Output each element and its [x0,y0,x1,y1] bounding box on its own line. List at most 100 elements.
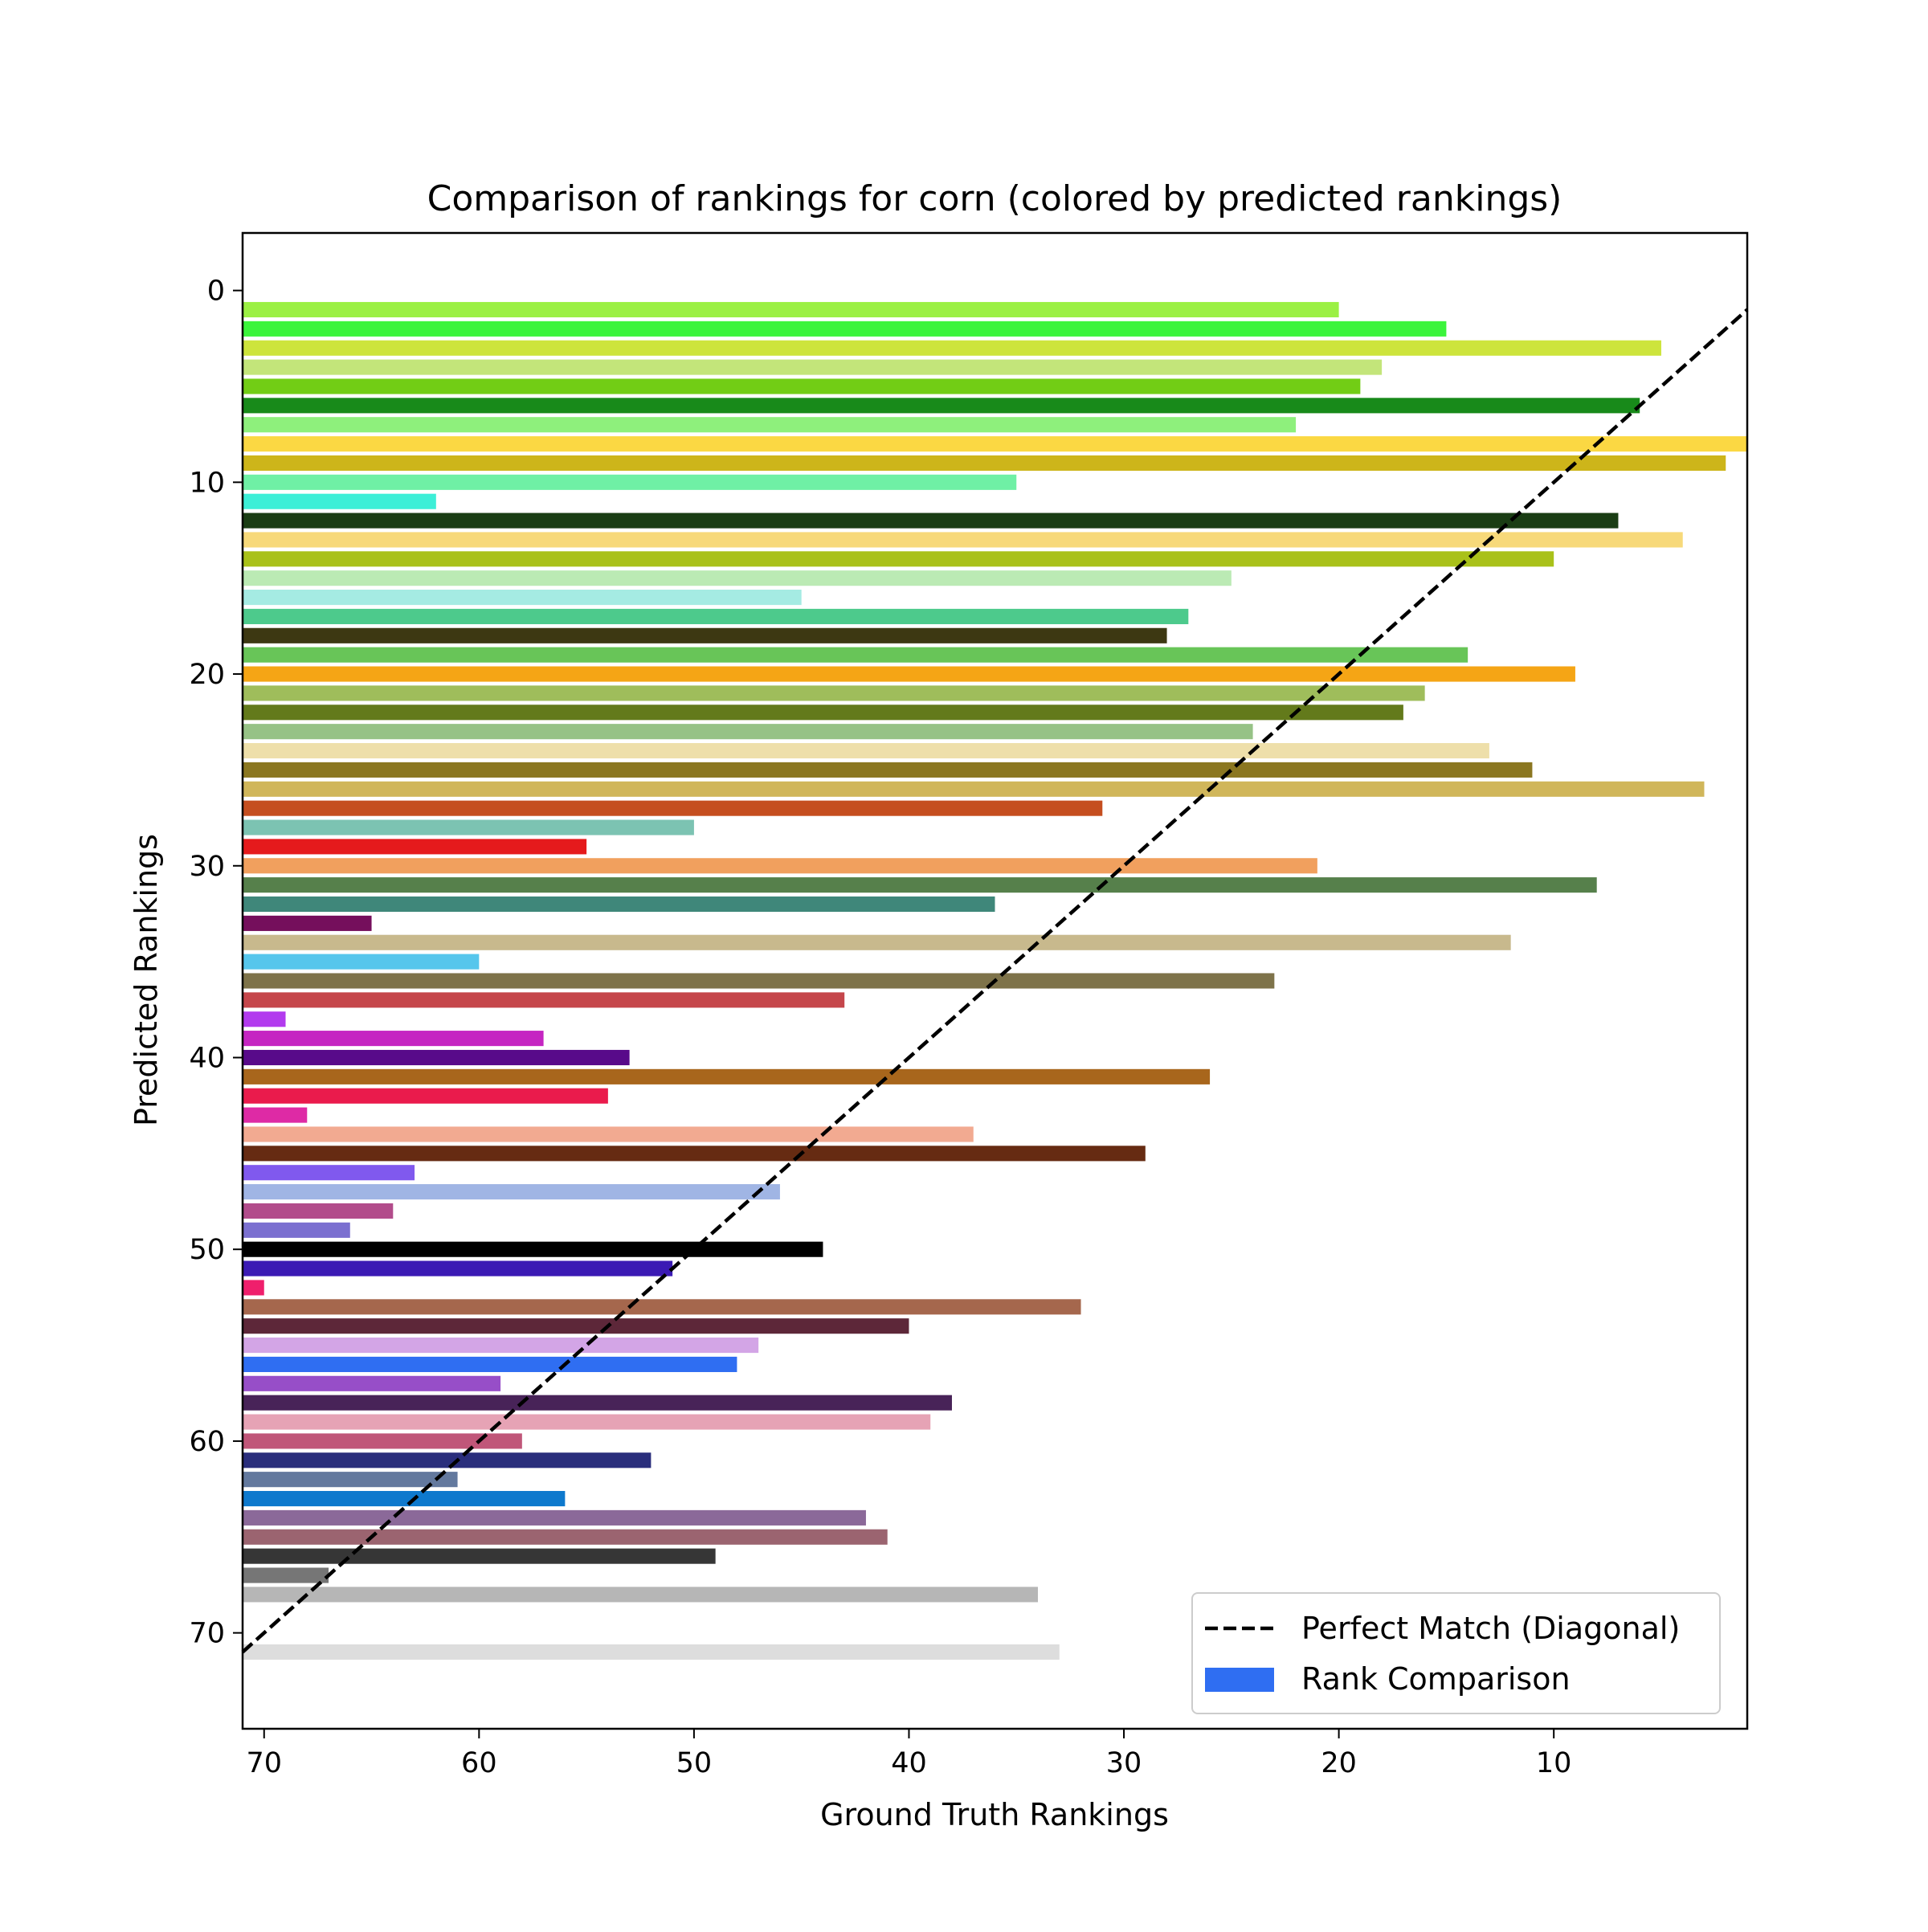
bar-predicted-21 [243,685,1425,701]
bar-predicted-67 [243,1567,329,1583]
perfect-match-diagonal [241,308,1749,1654]
bar-predicted-12 [243,513,1619,529]
bar-predicted-35 [243,954,480,970]
bar-predicted-61 [243,1452,652,1468]
bar-predicted-50 [243,1241,823,1257]
bar-predicted-54 [243,1318,909,1334]
x-tick-label: 20 [1321,1747,1357,1779]
bar-predicted-33 [243,915,372,931]
bar-predicted-27 [243,800,1103,816]
bar-predicted-32 [243,896,995,913]
x-axis-ticks: 70 60 50 40 30 20 10 [246,1729,1571,1779]
bar-predicted-31 [243,877,1597,893]
bar-predicted-18 [243,627,1167,643]
y-axis-ticks: 0 10 20 30 40 50 60 70 [189,276,243,1650]
x-tick-label: 60 [461,1747,497,1779]
bar-predicted-53 [243,1299,1081,1315]
bar-predicted-51 [243,1260,673,1276]
bar-predicted-49 [243,1222,350,1238]
bar-predicted-59 [243,1414,931,1430]
bar-predicted-8 [243,436,1747,452]
x-tick-label: 70 [246,1747,282,1779]
y-tick-label: 20 [189,659,225,691]
bar-predicted-71 [243,1644,1060,1660]
bars-layer [243,301,1747,1660]
y-axis-label: Predicted Rankings [129,834,164,1126]
bar-predicted-43 [243,1107,308,1123]
x-tick-label: 40 [891,1747,927,1779]
bar-predicted-25 [243,762,1533,778]
bar-predicted-1 [243,301,1339,318]
bar-predicted-52 [243,1280,264,1296]
bar-predicted-57 [243,1375,501,1391]
bar-predicted-64 [243,1509,866,1526]
y-tick-label: 50 [189,1234,225,1266]
bar-predicted-3 [243,340,1661,356]
bar-predicted-4 [243,359,1383,375]
bar-predicted-24 [243,742,1489,759]
bar-predicted-28 [243,819,694,835]
bar-predicted-22 [243,705,1403,721]
bar-predicted-19 [243,647,1468,663]
bar-predicted-5 [243,378,1361,394]
bar-predicted-2 [243,321,1447,337]
bar-predicted-56 [243,1356,737,1372]
y-tick-label: 30 [189,851,225,883]
bar-predicted-60 [243,1433,522,1449]
bar-predicted-41 [243,1068,1211,1084]
legend-label-rank-comparison: Rank Comparison [1301,1661,1571,1697]
bar-predicted-42 [243,1088,608,1104]
x-tick-label: 30 [1106,1747,1142,1779]
bar-predicted-29 [243,839,587,855]
bar-predicted-10 [243,474,1017,490]
chart-title: Comparison of rankings for corn (colored… [427,178,1562,219]
legend-label-perfect-match: Perfect Match (Diagonal) [1301,1611,1680,1646]
bar-predicted-68 [243,1587,1039,1603]
bar-predicted-26 [243,781,1705,797]
legend: Perfect Match (Diagonal) Rank Comparison [1191,1592,1721,1714]
bar-predicted-62 [243,1472,458,1488]
bar-predicted-11 [243,493,436,509]
legend-frame [1191,1592,1721,1714]
bar-predicted-30 [243,858,1317,874]
y-tick-label: 10 [189,467,225,499]
bar-predicted-36 [243,973,1275,989]
bar-predicted-7 [243,417,1297,433]
bar-predicted-45 [243,1146,1146,1162]
y-tick-label: 60 [189,1426,225,1458]
bar-predicted-48 [243,1203,394,1219]
bar-predicted-46 [243,1165,415,1181]
bar-predicted-6 [243,398,1640,414]
bar-predicted-65 [243,1529,888,1545]
x-tick-label: 50 [676,1747,713,1779]
bar-predicted-14 [243,551,1554,567]
x-axis-label: Ground Truth Rankings [820,1797,1169,1832]
bar-predicted-40 [243,1049,630,1066]
y-tick-label: 0 [207,276,225,308]
bar-predicted-44 [243,1126,974,1142]
bar-predicted-39 [243,1031,544,1047]
bar-predicted-47 [243,1184,780,1200]
bar-predicted-37 [243,992,845,1008]
plot-frame [241,231,1749,1730]
bar-predicted-23 [243,724,1253,740]
bar-predicted-34 [243,934,1511,950]
y-tick-label: 40 [189,1042,225,1074]
y-tick-label: 70 [189,1618,225,1650]
bar-predicted-58 [243,1395,952,1411]
legend-rank-comparison-swatch [1205,1668,1274,1692]
bar-predicted-66 [243,1548,716,1564]
bar-predicted-9 [243,455,1726,472]
bar-predicted-16 [243,590,802,606]
bar-predicted-17 [243,608,1189,624]
diagonal-layer [241,308,1749,1654]
bar-predicted-20 [243,666,1575,682]
bar-predicted-15 [243,570,1232,586]
bar-predicted-38 [243,1011,286,1027]
bar-predicted-63 [243,1490,566,1507]
x-tick-label: 10 [1536,1747,1572,1779]
bar-predicted-13 [243,532,1683,548]
bar-predicted-55 [243,1338,759,1354]
